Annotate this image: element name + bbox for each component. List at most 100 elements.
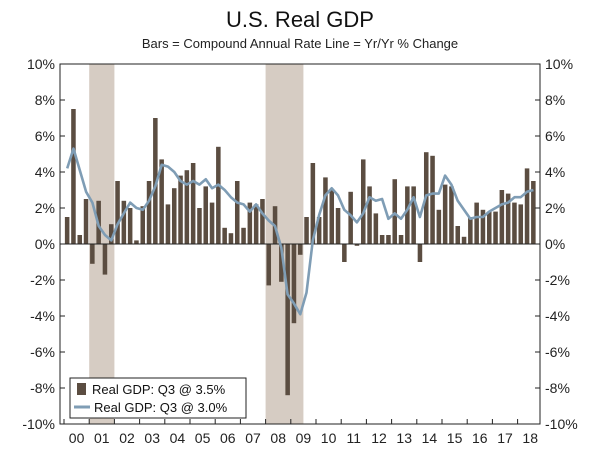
y-tick-label-right: 10% <box>545 56 573 72</box>
x-tick-label: 00 <box>69 430 85 446</box>
x-tick-label: 11 <box>347 430 362 446</box>
bar-2003Q1 <box>140 206 146 244</box>
legend-bar-swatch <box>77 383 86 395</box>
bar-2002Q4 <box>134 240 139 244</box>
bar-2012Q3 <box>379 235 385 244</box>
bar-2000Q2 <box>71 109 76 244</box>
y-tick-label-left: -6% <box>30 344 55 360</box>
bar-2001Q3 <box>102 244 108 275</box>
bar-2006Q4 <box>234 181 240 244</box>
legend-line-label: Real GDP: Q3 @ 3.0% <box>94 400 228 415</box>
y-tick-label-left: 0% <box>35 236 55 252</box>
bar-2005Q1 <box>190 163 196 244</box>
bar-2004Q3 <box>178 175 183 244</box>
bar-2005Q3 <box>203 186 209 244</box>
bar-2002Q3 <box>127 208 133 244</box>
bar-2011Q3 <box>354 244 360 246</box>
bar-2008Q3 <box>279 244 284 282</box>
x-tick-label: 08 <box>270 430 286 446</box>
bar-2011Q4 <box>360 159 366 244</box>
bar-2014Q3 <box>430 155 435 244</box>
bar-2003Q2 <box>146 181 152 244</box>
y-tick-label-left: -10% <box>22 416 55 432</box>
bar-2012Q2 <box>373 213 379 244</box>
bar-2009Q4 <box>310 163 316 244</box>
yoy-line <box>65 147 534 316</box>
y-tick-label-left: 6% <box>35 128 55 144</box>
y-tick-label-right: -6% <box>545 344 570 360</box>
x-tick-label: 01 <box>94 430 110 446</box>
x-tick-label: 10 <box>321 430 337 446</box>
y-tick-label-right: -4% <box>545 308 570 324</box>
y-tick-label-left: -8% <box>30 380 55 396</box>
chart-subtitle: Bars = Compound Annual Rate Line = Yr/Yr… <box>141 36 459 51</box>
bar-2015Q4 <box>461 236 467 244</box>
bar-2016Q1 <box>468 217 473 244</box>
bar-2017Q2 <box>499 190 505 244</box>
bar-2002Q2 <box>121 200 127 244</box>
bar-2009Q2 <box>297 244 303 255</box>
bar-2017Q1 <box>493 211 498 244</box>
bar-2008Q4 <box>285 244 290 396</box>
x-tick-label: 17 <box>497 430 513 446</box>
y-tick-label-right: -8% <box>545 380 570 396</box>
x-tick-label: 14 <box>422 430 438 446</box>
bar-2015Q3 <box>455 226 461 244</box>
bar-2013Q2 <box>398 235 404 244</box>
bar-2012Q1 <box>367 186 372 244</box>
bar-2007Q4 <box>260 199 265 244</box>
axes: 10% 10% 8% 8% 6% 6% 4% 4% 2% 2% 0% 0% -2% -2% -4% -4% -6… <box>22 56 577 446</box>
bar-2018Q3 <box>531 181 536 244</box>
bar-2014Q1 <box>417 244 423 262</box>
bar-2010Q3 <box>329 190 335 244</box>
bar-2008Q1 <box>266 244 272 286</box>
legend-bar-label: Real GDP: Q3 @ 3.5% <box>92 382 226 397</box>
x-tick-label: 12 <box>371 430 387 446</box>
x-tick-label: 07 <box>245 430 261 446</box>
bar-2000Q1 <box>64 217 70 244</box>
y-tick-label-right: 2% <box>545 200 565 216</box>
x-tick-label: 15 <box>447 430 463 446</box>
bar-2009Q3 <box>304 217 309 244</box>
y-tick-label-left: 8% <box>35 92 55 108</box>
bar-2007Q3 <box>253 204 259 244</box>
y-tick-label-right: 0% <box>545 236 565 252</box>
y-tick-label-right: -10% <box>545 416 578 432</box>
chart-title: U.S. Real GDP <box>226 7 374 32</box>
bar-2006Q1 <box>216 146 221 244</box>
bar-2004Q4 <box>184 170 190 244</box>
bar-2017Q4 <box>512 202 517 244</box>
y-tick-label-left: 10% <box>27 56 55 72</box>
bar-2013Q3 <box>405 186 410 244</box>
bar-2006Q2 <box>222 227 227 244</box>
y-tick-label-right: -2% <box>545 272 570 288</box>
x-tick-label: 03 <box>144 430 160 446</box>
bar-2017Q3 <box>505 193 511 244</box>
y-tick-label-right: 4% <box>545 164 565 180</box>
bar-2015Q2 <box>449 186 454 244</box>
bar-2016Q3 <box>480 209 486 244</box>
bar-2005Q4 <box>209 202 215 244</box>
bar-2018Q1 <box>518 204 524 244</box>
bar-2000Q3 <box>77 235 83 244</box>
bar-2013Q1 <box>392 179 398 244</box>
legend-box <box>69 377 247 419</box>
bar-2015Q1 <box>442 184 448 244</box>
x-tick-label: 18 <box>522 430 538 446</box>
y-tick-label-left: -4% <box>30 308 55 324</box>
bar-2003Q4 <box>159 159 164 244</box>
y-tick-label-right: 8% <box>545 92 565 108</box>
legend: Real GDP: Q3 @ 3.5% Real GDP: Q3 @ 3.0% <box>69 377 247 419</box>
bar-2011Q2 <box>348 191 353 244</box>
bar-2004Q1 <box>165 204 171 244</box>
bar-2002Q1 <box>115 181 120 244</box>
bar-2000Q4 <box>83 199 89 244</box>
bar-2011Q1 <box>342 244 347 262</box>
x-tick-label: 13 <box>396 430 412 446</box>
y-tick-label-left: 4% <box>35 164 55 180</box>
x-tick-label: 06 <box>220 430 236 446</box>
bar-2014Q4 <box>436 209 442 244</box>
bar-2016Q2 <box>474 202 479 244</box>
bar-2018Q2 <box>524 168 530 244</box>
bar-2012Q4 <box>386 235 391 244</box>
